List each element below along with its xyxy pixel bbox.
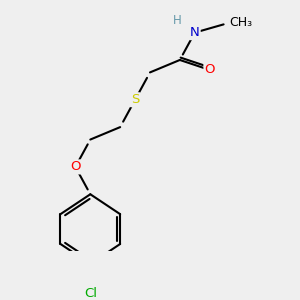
Text: O: O <box>204 63 215 76</box>
Text: CH₃: CH₃ <box>230 16 253 29</box>
Text: H: H <box>173 14 182 27</box>
Text: N: N <box>190 26 200 39</box>
Text: Cl: Cl <box>84 287 97 300</box>
Text: S: S <box>131 93 139 106</box>
Text: O: O <box>70 160 81 173</box>
